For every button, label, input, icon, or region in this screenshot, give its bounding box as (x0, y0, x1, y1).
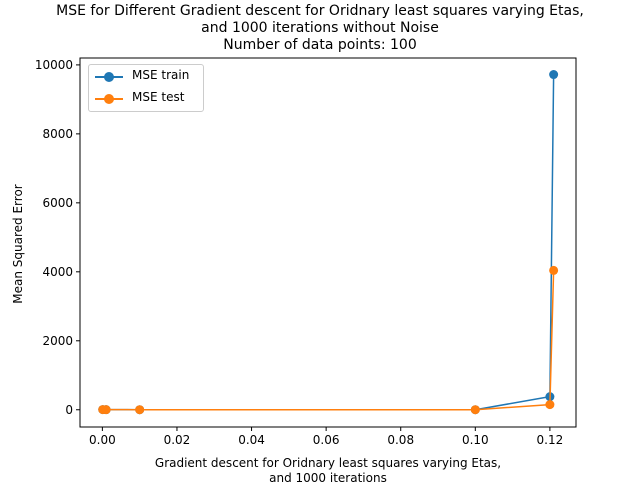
data-point-test (549, 265, 559, 275)
chart-title-line-1: MSE for Different Gradient descent for O… (56, 3, 584, 19)
legend-marker-test (104, 94, 114, 104)
y-tick-label: 2000 (42, 334, 73, 348)
legend-label-train: MSE train (132, 68, 190, 82)
x-tick-label: 0.00 (89, 433, 116, 447)
data-point-test (135, 405, 145, 415)
y-tick-label: 4000 (42, 265, 73, 279)
legend-item-train: MSE train (89, 67, 205, 87)
x-tick-label: 0.06 (313, 433, 340, 447)
y-tick-label: 6000 (42, 196, 73, 210)
x-tick-label: 0.02 (164, 433, 191, 447)
chart-title-line-2: and 1000 iterations without Noise (201, 20, 439, 36)
series-line-test (102, 270, 555, 411)
x-axis-label-line-2: and 1000 iterations (269, 471, 387, 485)
x-tick-label: 0.08 (387, 433, 414, 447)
x-tick-label: 0.10 (462, 433, 489, 447)
legend-marker-train (104, 72, 114, 82)
data-point-test (470, 405, 480, 415)
data-point-test (101, 405, 111, 415)
legend-label-test: MSE test (132, 90, 185, 104)
series-line-train (102, 74, 555, 411)
y-tick-label: 8000 (42, 127, 73, 141)
x-axis-label-line-1: Gradient descent for Oridnary least squa… (154, 456, 502, 470)
axes-frame (79, 57, 577, 428)
x-tick-label: 0.12 (537, 433, 564, 447)
x-tick-label: 0.04 (238, 433, 265, 447)
data-point-train (549, 70, 559, 80)
data-point-test (545, 400, 555, 410)
y-axis-label: Mean Squared Error (11, 184, 25, 304)
y-tick-label: 0 (65, 403, 73, 417)
legend-item-test: MSE test (89, 89, 205, 109)
plot-area: 0.00 0.02 0.04 0.06 0.08 0.10 0.12 0 2000 4000 600… (35, 57, 577, 447)
chart-title-line-3: Number of data points: 100 (223, 37, 417, 53)
y-tick-label: 10000 (35, 58, 73, 72)
legend: MSE train MSE test (88, 64, 204, 112)
